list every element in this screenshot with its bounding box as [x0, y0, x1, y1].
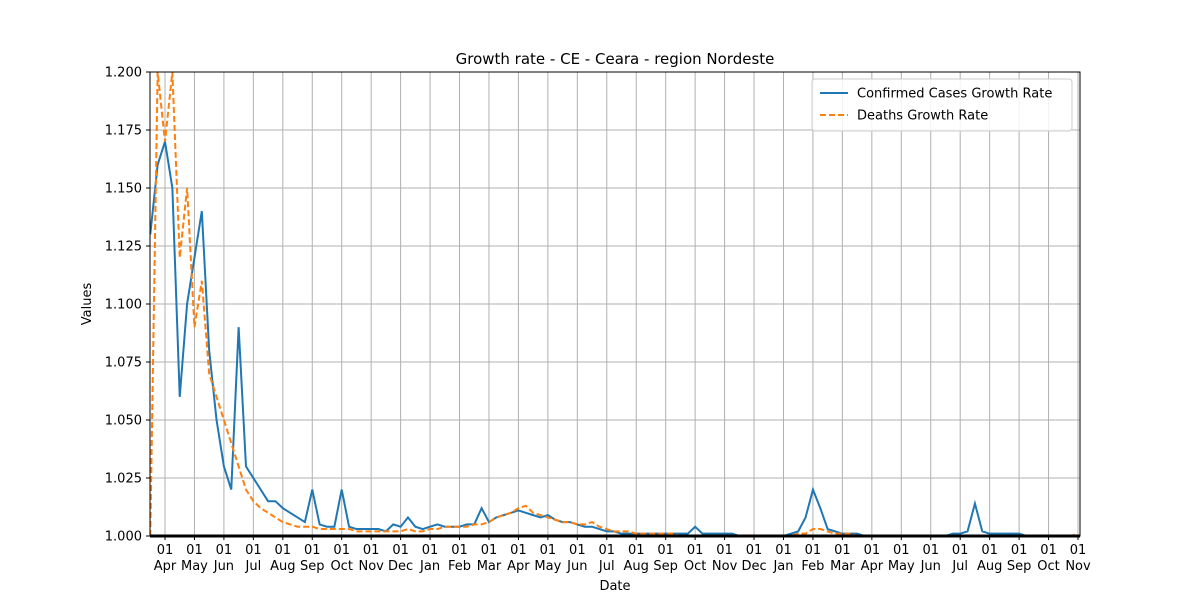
chart-title: Growth rate - CE - Ceara - region Nordes… [456, 50, 775, 68]
legend: Confirmed Cases Growth Rate Deaths Growth… [811, 78, 1073, 132]
x-tick-label: 01 Jul [598, 543, 615, 574]
x-tick-label: 01 May [181, 543, 208, 574]
x-tick-label: 01 Feb [448, 543, 471, 574]
y-tick-label: 1.025 [105, 472, 142, 487]
x-tick-label: 01 Jan [772, 543, 793, 574]
x-tick-label: 01 Jul [245, 543, 262, 574]
x-axis-label: Date [599, 579, 630, 594]
x-tick-label: 01 May [888, 543, 915, 574]
y-tick-label: 1.050 [105, 414, 142, 429]
y-tick-label: 1.100 [105, 298, 142, 313]
legend-box [811, 78, 1073, 132]
y-tick-label: 1.150 [105, 182, 142, 197]
x-tick-label: 01 Aug [624, 543, 649, 574]
x-tick-label: 01 Jun [213, 543, 234, 574]
y-tick-label: 1.200 [105, 66, 142, 81]
x-tick-label: 01 Dec [388, 543, 413, 574]
x-tick-label: 01 Sep [300, 543, 325, 574]
x-tick-label: 01 Aug [270, 543, 295, 574]
x-tick-label: 01 Jul [951, 543, 968, 574]
x-tick-label: 01 Nov [1065, 543, 1091, 574]
x-tick-label: 01 Aug [977, 543, 1002, 574]
x-tick-label: 01 Sep [1007, 543, 1032, 574]
x-tick-label: 01 Oct [1037, 543, 1059, 574]
x-tick-label: 01 Nov [358, 543, 384, 574]
x-tick-label: 01 Jun [920, 543, 941, 574]
x-tick-label: 01 Nov [712, 543, 738, 574]
x-tick-label: 01 Feb [801, 543, 824, 574]
x-tick-label: 01 Jun [566, 543, 587, 574]
x-tick-label: 01 Oct [330, 543, 352, 574]
x-tick-label: 01 Apr [861, 543, 884, 574]
x-tick-label: 01 Dec [741, 543, 766, 574]
x-tick-label: 01 Mar [830, 543, 855, 574]
y-tick-label: 1.075 [105, 356, 142, 371]
series-line [150, 71, 1079, 537]
y-axis-label: Values [80, 283, 95, 326]
x-tick-label: 01 May [534, 543, 561, 574]
y-tick-label: 1.125 [105, 240, 142, 255]
x-tick-label: 01 Jan [419, 543, 440, 574]
x-tick-label: 01 Oct [684, 543, 706, 574]
y-tick-label: 1.000 [105, 530, 142, 545]
x-tick-label: 01 Sep [653, 543, 678, 574]
x-tick-label: 01 Mar [477, 543, 502, 574]
legend-label: Confirmed Cases Growth Rate [857, 87, 1052, 102]
x-tick-label: 01 Apr [154, 543, 177, 574]
y-tick-label: 1.175 [105, 124, 142, 139]
x-tick-label: 01 Apr [507, 543, 530, 574]
legend-label: Deaths Growth Rate [857, 109, 988, 124]
